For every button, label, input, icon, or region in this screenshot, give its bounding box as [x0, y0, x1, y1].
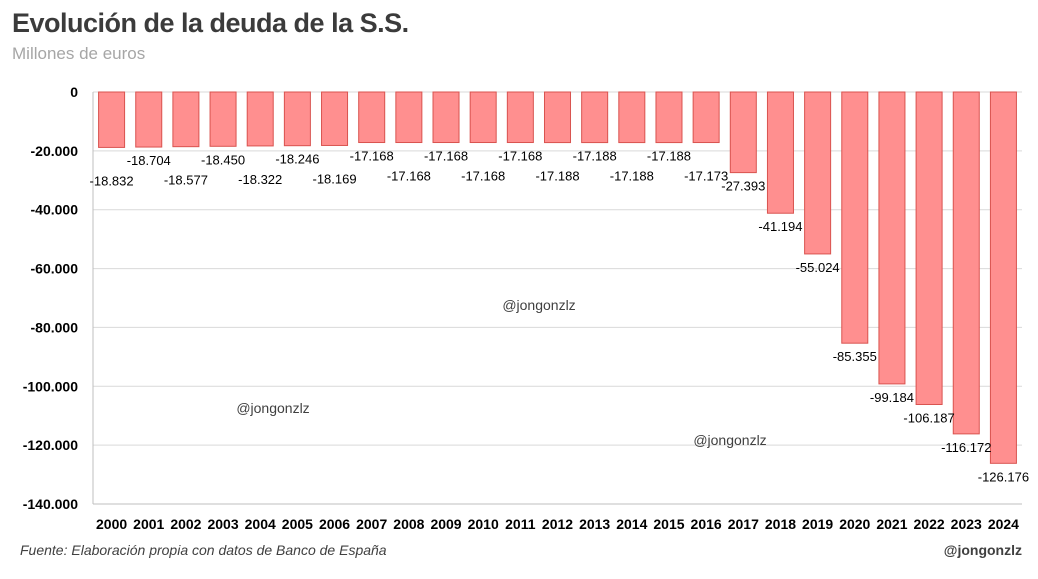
bar [581, 91, 609, 144]
data-label: -17.168 [387, 169, 431, 184]
bar [543, 91, 572, 144]
data-label: -17.188 [535, 169, 579, 184]
bar [283, 91, 311, 147]
y-tick-label: -40.000 [31, 202, 79, 218]
x-tick-label: 2023 [951, 516, 982, 532]
data-label: -55.024 [796, 260, 840, 275]
bar [135, 91, 163, 148]
bar [506, 91, 534, 144]
watermark: @jongonzlz [236, 400, 309, 416]
x-tick-label: 2003 [207, 516, 238, 532]
bar [432, 91, 460, 144]
bar [618, 91, 646, 144]
chart-title: Evolución de la deuda de la S.S. [12, 8, 409, 38]
x-tick-label: 2009 [430, 516, 461, 532]
source-note: Fuente: Elaboración propia con datos de … [20, 542, 387, 558]
y-tick-label: -60.000 [31, 261, 79, 277]
data-label: -85.355 [833, 349, 877, 364]
bar [98, 91, 126, 148]
data-label: -17.168 [424, 149, 468, 164]
x-tick-label: 2012 [542, 516, 573, 532]
data-label: -17.168 [350, 149, 394, 164]
chart-subtitle: Millones de euros [12, 44, 146, 63]
bar [952, 91, 980, 435]
data-label: -18.450 [201, 152, 245, 167]
data-label: -17.173 [684, 169, 728, 184]
x-tick-label: 2019 [802, 516, 833, 532]
bar [729, 91, 757, 174]
data-label: -17.188 [573, 149, 617, 164]
x-tick-label: 2018 [765, 516, 796, 532]
x-tick-label: 2010 [468, 516, 499, 532]
x-tick-label: 2020 [839, 516, 870, 532]
bar [209, 91, 237, 147]
data-label: -17.188 [647, 149, 691, 164]
watermark: @jongonzlz [693, 432, 766, 448]
x-tick-label: 2024 [988, 516, 1019, 532]
y-tick-label: -120.000 [23, 437, 78, 453]
bar [172, 91, 200, 148]
bar [841, 91, 869, 344]
data-label: -27.393 [721, 179, 765, 194]
bar [321, 91, 349, 146]
bar [395, 91, 423, 144]
x-tick-label: 2016 [691, 516, 722, 532]
bar [469, 91, 497, 144]
data-label: -18.704 [127, 153, 171, 168]
x-tick-label: 2002 [170, 516, 201, 532]
bar [655, 91, 683, 144]
bar [246, 91, 274, 147]
x-tick-label: 2000 [96, 516, 127, 532]
bar [804, 91, 832, 255]
data-label: -41.194 [758, 219, 802, 234]
data-label: -18.169 [312, 171, 356, 186]
x-tick-label: 2007 [356, 516, 387, 532]
bar [915, 91, 943, 405]
x-tick-label: 2006 [319, 516, 350, 532]
x-tick-label: 2008 [393, 516, 424, 532]
data-label: -116.172 [941, 440, 991, 455]
y-tick-label: -100.000 [23, 378, 78, 394]
x-tick-label: 2015 [653, 516, 684, 532]
data-label: -18.322 [238, 172, 282, 187]
author-handle: @jongonzlz [943, 542, 1022, 558]
watermark: @jongonzlz [502, 297, 575, 313]
x-tick-label: 2022 [914, 516, 945, 532]
y-tick-label: -20.000 [31, 143, 79, 159]
x-tick-label: 2014 [616, 516, 647, 532]
y-tick-label: 0 [70, 84, 78, 100]
x-tick-label: 2011 [505, 516, 536, 532]
x-tick-label: 2017 [728, 516, 759, 532]
data-label: -106.187 [903, 410, 954, 425]
data-label: -18.246 [275, 152, 319, 167]
x-tick-label: 2021 [876, 516, 907, 532]
data-label: -18.832 [90, 173, 134, 188]
y-tick-label: -80.000 [31, 319, 79, 335]
bar [358, 91, 386, 144]
data-label: -17.188 [610, 169, 654, 184]
x-tick-label: 2005 [282, 516, 313, 532]
bar [878, 91, 906, 385]
data-label: -18.577 [164, 173, 208, 188]
bar [692, 91, 720, 144]
x-tick-label: 2013 [579, 516, 610, 532]
bar [766, 91, 794, 214]
y-tick-label: -140.000 [23, 496, 78, 512]
x-tick-label: 2001 [133, 516, 164, 532]
x-tick-label: 2004 [245, 516, 276, 532]
data-label: -99.184 [870, 390, 914, 405]
data-label: -17.168 [461, 169, 505, 184]
data-label: -126.176 [978, 469, 1029, 484]
bar [989, 91, 1017, 464]
data-label: -17.168 [498, 149, 542, 164]
